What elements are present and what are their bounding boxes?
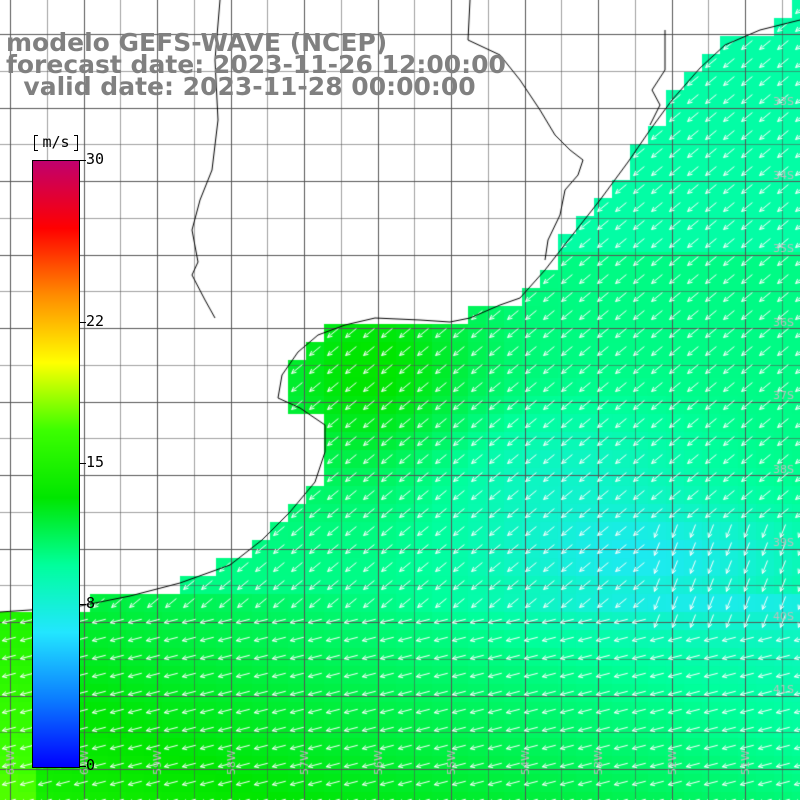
colorbar-tick-label: 0 [86,756,96,774]
colorbar-tick-mark [80,766,86,767]
model-title: modelo GEFS-WAVE (NCEP) [6,28,388,57]
colorbar-tick-mark [80,321,86,323]
colorbar-tick-label: 22 [86,311,105,330]
colorbar-unit: m/s [32,133,80,153]
valid-date: valid date: 2023-11-28 00:00:00 [6,72,476,101]
colorbar-tick-mark [80,160,86,161]
colorbar-tick-label: 30 [86,150,105,168]
colorbar [32,160,80,768]
colorbar-tick-label: 8 [86,594,96,613]
colorbar-tick-label: 15 [86,453,105,471]
forecast-date: forecast date: 2023-11-26 12:00:00 [6,50,506,79]
colorbar-tick-mark [80,463,86,464]
colorbar-tick-mark [80,604,86,606]
